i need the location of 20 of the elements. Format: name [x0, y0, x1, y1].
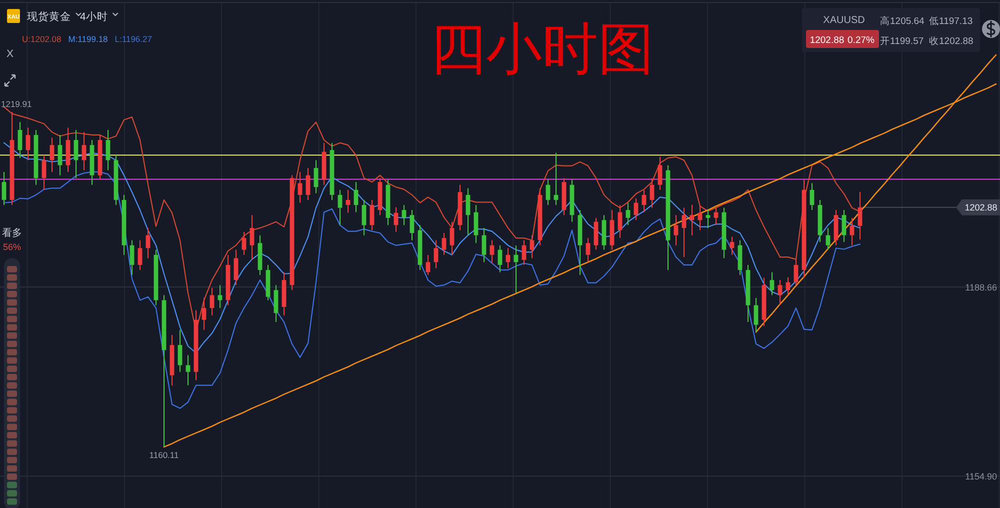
annotation: 现货黄金 — [27, 10, 71, 23]
annotation: 4小时 — [80, 10, 108, 23]
annotation: 1202.88 — [810, 35, 844, 46]
annotation: 1219.91 — [1, 98, 32, 109]
annotation: 0.27% — [848, 35, 876, 46]
chart-title: 四小时图 — [430, 17, 654, 80]
annotation: 1160.11 — [149, 450, 179, 460]
annotation: 低1197.13 — [929, 16, 973, 27]
ref-line-label: 1202.88 — [964, 202, 998, 213]
annotation: 56% — [2, 242, 22, 252]
line-series — [3, 171, 861, 409]
annotation: XAUUSD — [823, 15, 865, 26]
annotation: 收1202.88 — [929, 36, 974, 47]
annotation: X — [6, 48, 14, 60]
annotation: 看多 — [2, 227, 22, 239]
annotation: 高1205.64 — [880, 15, 924, 27]
y-tick-label: 1188.66 — [965, 282, 997, 292]
y-tick-label: 1154.90 — [965, 471, 997, 482]
legend: U:1202.08 M:1199.18 L:1196.27 — [22, 34, 152, 44]
annotation: 开1199.57 — [880, 36, 924, 47]
